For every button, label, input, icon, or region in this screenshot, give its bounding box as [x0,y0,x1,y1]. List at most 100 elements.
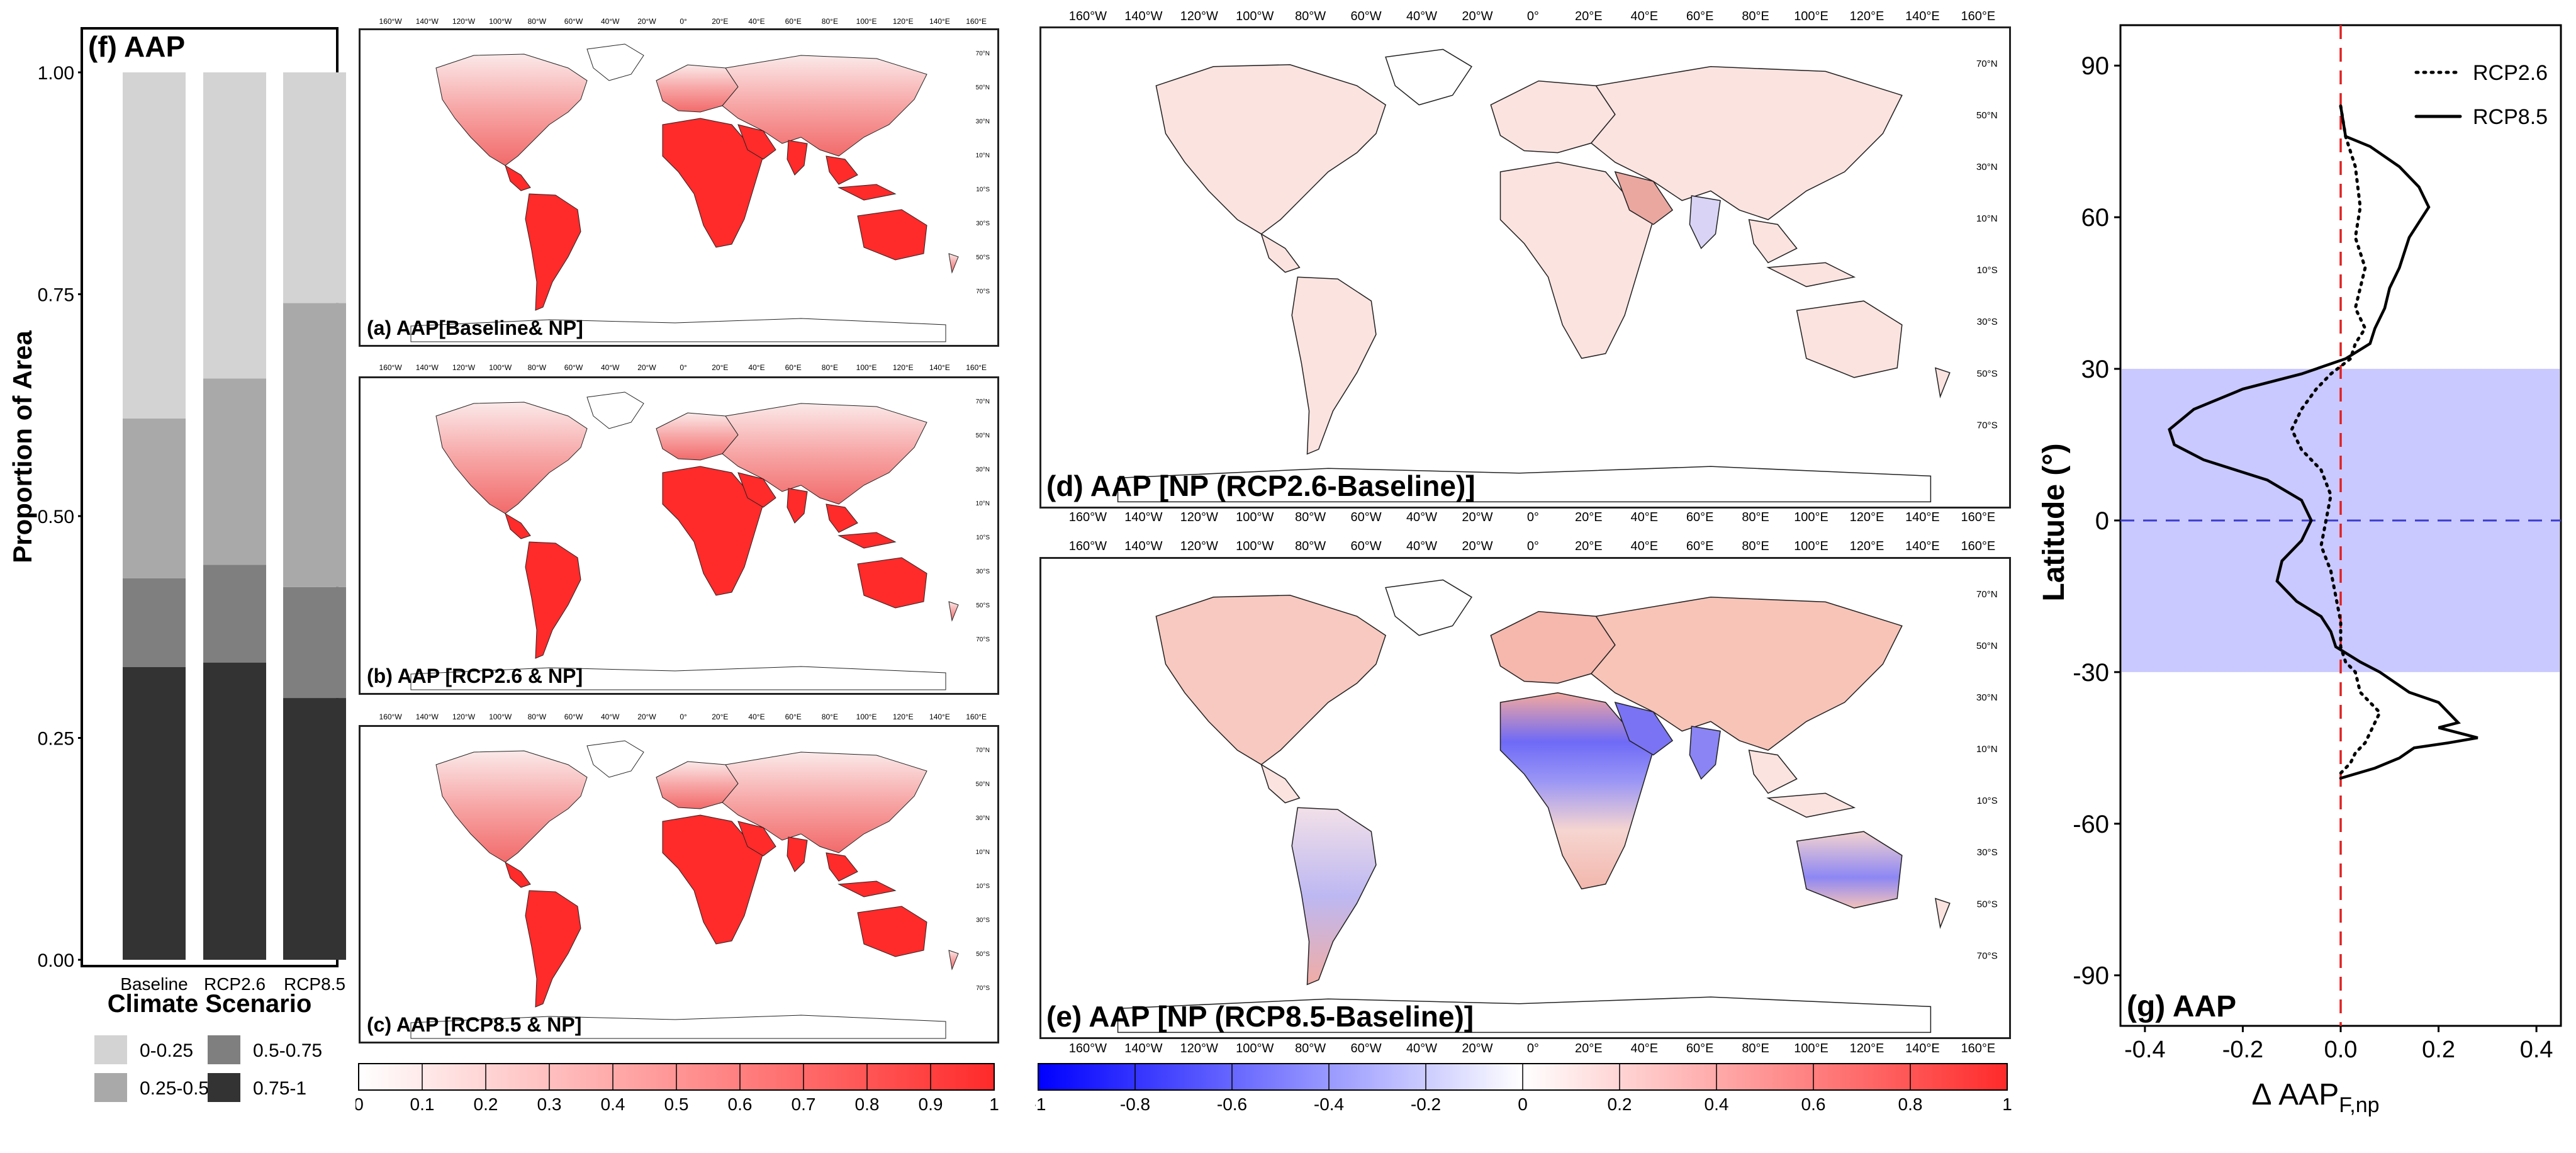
landmass-nz [948,950,959,970]
f-ytick-label: 0.00 [38,950,74,971]
landmass-africa [1499,692,1654,890]
f-xtick-label: Baseline [120,974,188,994]
f-xtick-label: RCP8.5 [284,974,345,994]
lat-tick-label: 10°N [976,152,990,159]
lon-tick-label: 40°W [601,712,620,721]
lat-tick-label: 10°N [1976,213,1998,224]
landmass-greenland [586,740,644,778]
lon-tick-label: 60°E [1686,539,1714,553]
lon-tick-label: 120°E [1850,510,1884,524]
lon-tick-label: 20°E [1575,1042,1603,1055]
lon-tick-label: 20°W [1462,9,1492,23]
lon-tick-label: 80°W [528,712,547,721]
landmass-nz [1935,367,1951,399]
lat-tick-label: 50°N [976,781,990,788]
lon-tick-label: 60°W [564,363,583,372]
colorbar-tick-label: 0.7 [792,1094,816,1114]
lon-tick-label: 140°W [416,17,439,26]
landmass-arabia [737,821,776,857]
lon-tick-label: 40°E [748,363,764,372]
panel-f-xlabel: Climate Scenario [108,990,312,1018]
lon-tick-label: 20°E [1575,9,1603,23]
landmass-india [787,140,808,176]
lat-tick-label: 30°S [1977,847,1998,858]
lon-tick-label: 60°E [1686,9,1714,23]
lat-tick-label: 10°S [976,186,990,193]
landmass-india [787,488,808,524]
colorbar-tick-label: -0.4 [1314,1094,1344,1114]
lon-tick-label: 120°W [1180,9,1218,23]
colorbar-tick-label: 0 [356,1094,364,1114]
lon-tick-label: 140°E [1905,1042,1940,1055]
lon-tick-label: 80°W [1295,539,1326,553]
lon-tick-label: 80°W [528,363,547,372]
lat-tick-label: 70°N [976,50,990,57]
landmass-na [1155,594,1387,765]
landmass-seasia [826,503,858,533]
colorbar-right: -1 -0.8 -0.6 -0.4 -0.2 0 0.2 0.4 0.6 0.8 1 [1035,1063,2012,1114]
lon-tick-label: 0° [680,17,687,26]
landmass-aus [857,209,927,261]
landmass-asia [1590,597,1903,751]
lat-tick-label: 70°N [976,398,990,405]
map-a-lon-ticks: 160°W 140°W 120°W 100°W 80°W 60°W 40°W 20°W 0° 20… [379,17,987,26]
f-ytick-label: 0.50 [38,507,74,527]
lon-tick-label: 160°E [966,712,987,721]
lon-tick-label: 20°E [712,17,728,26]
lon-tick-label: 40°E [1630,1042,1658,1055]
lon-tick-label: 100°E [856,712,877,721]
lon-tick-label: 40°E [1630,539,1658,553]
lon-tick-label: 40°E [748,712,764,721]
colorbar-tick-label: 1 [989,1094,999,1114]
landmass-seasia [826,155,858,185]
lon-tick-label: 120°E [1850,539,1884,553]
lon-tick-label: 20°W [637,363,656,372]
lon-tick-label: 80°E [1742,539,1769,553]
lat-tick-label: 10°S [976,534,990,541]
landmass-africa [662,814,764,945]
lon-tick-label: 100°W [1236,539,1274,553]
lon-tick-label: 160°E [966,363,987,372]
landmass-indo [1766,262,1856,288]
lon-tick-label: 80°E [1742,1042,1769,1055]
lon-tick-label: 140°W [416,363,439,372]
landmass-asia [722,403,927,505]
landmass-ant [410,666,946,690]
lon-tick-label: 140°W [1124,539,1162,553]
bar-rcp85-02505 [283,303,346,587]
lon-tick-label: 20°E [712,712,728,721]
colorbar-tick-label: 0.9 [919,1094,943,1114]
landmass-sa [1291,807,1377,986]
landmass-aus [857,557,927,609]
lon-tick-label: 20°W [1462,510,1492,524]
lon-tick-label: 80°W [528,17,547,26]
landmass-aus [1796,300,1903,378]
colorbar-tick-label: 1 [2002,1094,2012,1114]
lon-tick-label: 60°W [564,712,583,721]
lon-tick-label: 100°E [1794,1042,1828,1055]
lon-tick-label: 80°E [822,17,838,26]
lat-tick-label: 50°S [1977,899,1998,909]
lat-tick-label: 10°N [976,849,990,856]
lon-tick-label: 140°E [929,712,950,721]
g-ytick-label: 60 [2081,204,2110,232]
lon-tick-label: 20°E [1575,539,1603,553]
lat-tick-label: 30°N [1976,162,1998,172]
landmass-ca [1260,763,1301,804]
g-ytick-label: -90 [2073,962,2109,990]
lon-tick-label: 80°W [1295,1042,1326,1055]
lon-tick-label: 20°W [637,712,656,721]
lon-tick-label: 100°E [1794,9,1828,23]
panel-g-ylabel: Latitude (°) [2037,443,2071,601]
g-ytick-label: -30 [2073,659,2109,687]
lon-tick-label: 160°E [1961,539,1996,553]
lon-tick-label: 40°W [1406,1042,1437,1055]
landmass-greenland [586,391,644,429]
lon-tick-label: 20°W [1462,539,1492,553]
g-xtick-label: -0.4 [2124,1037,2165,1063]
colorbar-tick-label: 0.3 [537,1094,562,1114]
lon-tick-label: 160°E [1961,9,1996,23]
lon-tick-label: 60°E [785,363,802,372]
lon-tick-label: 120°W [452,363,476,372]
colorbar-left: 0 0.1 0.2 0.3 0.4 0.5 0.6 0.7 0.8 0.9 1 [356,1063,999,1114]
